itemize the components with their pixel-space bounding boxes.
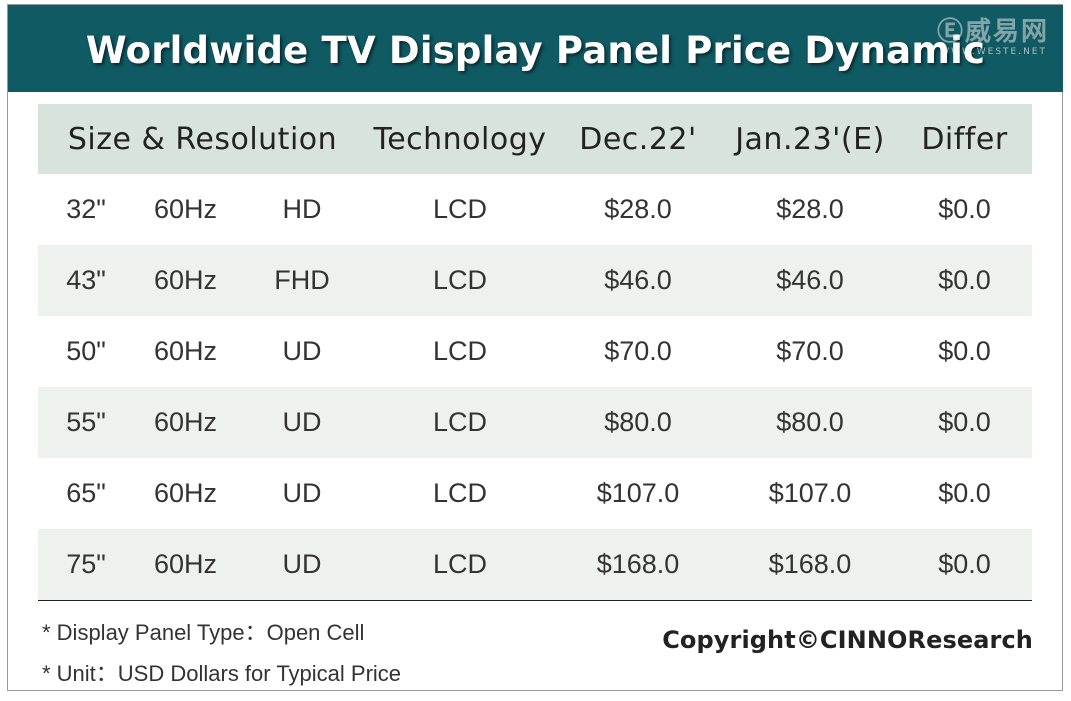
cell-technology: LCD: [432, 478, 487, 508]
cell-technology: LCD: [432, 336, 487, 366]
table-header-row: Size & Resolution Technology Dec.22' Jan…: [38, 104, 1032, 174]
cell-dec22: $107.0: [596, 478, 680, 508]
table-row: 43" 60Hz FHD LCD $46.0 $46.0 $0.0: [38, 245, 1032, 316]
table-row: 50" 60Hz UD LCD $70.0 $70.0 $0.0: [38, 316, 1032, 387]
cell-resolution: UD: [282, 478, 322, 508]
cell-refresh: 60Hz: [134, 387, 237, 458]
cell-resolution: UD: [237, 387, 367, 458]
chart-title: Worldwide TV Display Panel Price Dynamic: [85, 29, 986, 72]
cell-resolution: FHD: [237, 245, 367, 316]
cell-differ: $0.0: [897, 245, 1032, 316]
price-table: Size & Resolution Technology Dec.22' Jan…: [38, 104, 1032, 601]
cell-size: 32": [66, 194, 106, 224]
table-row: 32" 60Hz HD LCD $28.0 $28.0 $0.0: [38, 174, 1032, 245]
col-header-size: Size & Resolution: [38, 104, 367, 174]
cell-differ: $0.0: [938, 336, 991, 366]
cell-jan23: $168.0: [723, 529, 897, 601]
cell-size: 43": [38, 245, 134, 316]
cell-differ: $0.0: [897, 387, 1032, 458]
cell-size: 55": [38, 387, 134, 458]
col-header-jan23: Jan.23'(E): [723, 104, 897, 174]
cell-technology: LCD: [367, 245, 553, 316]
cell-jan23: $107.0: [768, 478, 852, 508]
note-unit: * Unit：USD Dollars for Typical Price: [42, 661, 402, 686]
cell-technology: LCD: [432, 194, 487, 224]
title-bar: Worldwide TV Display Panel Price Dynamic…: [8, 5, 1063, 92]
col-header-technology: Technology: [367, 104, 553, 174]
cell-dec22: $28.0: [604, 194, 672, 224]
cell-refresh: 60Hz: [153, 478, 218, 508]
cell-dec22: $70.0: [604, 336, 672, 366]
cell-resolution: UD: [237, 529, 367, 601]
cell-technology: LCD: [367, 387, 553, 458]
table-row: 55" 60Hz UD LCD $80.0 $80.0 $0.0: [38, 387, 1032, 458]
cell-refresh: 60Hz: [134, 245, 237, 316]
cell-refresh: 60Hz: [153, 336, 218, 366]
cell-resolution: UD: [282, 336, 322, 366]
cell-jan23: $28.0: [776, 194, 844, 224]
table-row: 65" 60Hz UD LCD $107.0 $107.0 $0.0: [38, 458, 1032, 529]
watermark: Ⓔ威易网 WWW.WESTE.NET: [917, 11, 1049, 61]
cell-dec22: $80.0: [553, 387, 723, 458]
cell-dec22: $168.0: [553, 529, 723, 601]
col-header-differ: Differ: [897, 104, 1032, 174]
cell-jan23: $80.0: [723, 387, 897, 458]
cell-size: 50": [66, 336, 106, 366]
watermark-url: WWW.WESTE.NET: [940, 47, 1047, 57]
cell-dec22: $46.0: [553, 245, 723, 316]
cell-differ: $0.0: [897, 529, 1032, 601]
copyright: Copyright©CINNOResearch: [662, 626, 1033, 654]
cell-refresh: 60Hz: [153, 194, 218, 224]
cell-resolution: HD: [282, 194, 322, 224]
cell-jan23: $46.0: [723, 245, 897, 316]
cell-jan23: $70.0: [776, 336, 844, 366]
note-panel-type: * Display Panel Type：Open Cell: [42, 620, 365, 645]
cell-technology: LCD: [367, 529, 553, 601]
cell-size: 65": [66, 478, 106, 508]
table-row: 75" 60Hz UD LCD $168.0 $168.0 $0.0: [38, 529, 1032, 601]
col-header-dec22: Dec.22': [553, 104, 723, 174]
cell-refresh: 60Hz: [134, 529, 237, 601]
watermark-logo: Ⓔ威易网: [936, 17, 1049, 47]
cell-size: 75": [38, 529, 134, 601]
cell-differ: $0.0: [938, 478, 991, 508]
cell-differ: $0.0: [938, 194, 991, 224]
